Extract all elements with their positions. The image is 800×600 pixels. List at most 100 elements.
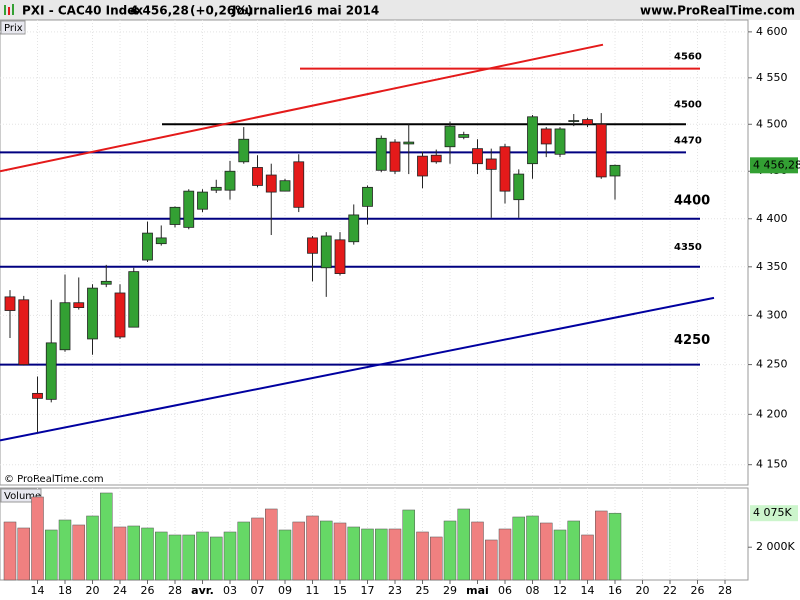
candle-body [609, 164, 621, 177]
trendline [0, 296, 715, 442]
x-tick-label: 03 [223, 584, 237, 597]
volume-bar [210, 536, 223, 581]
candle-body [293, 161, 305, 208]
volume-bar [361, 528, 374, 581]
volume-bar [113, 526, 127, 581]
level-label: 4500 [674, 99, 702, 110]
candle-body [348, 214, 360, 243]
date: 16 mai 2014 [296, 4, 379, 18]
x-tick-label: 06 [498, 584, 512, 597]
last-value-label: 4 075K [753, 506, 792, 519]
volume-bar [608, 512, 622, 581]
level-label: 4350 [674, 242, 702, 253]
candle-body [238, 138, 250, 163]
volume-bar [141, 527, 154, 581]
x-tick-label: 08 [526, 584, 540, 597]
x-tick-label: 14 [31, 584, 45, 597]
last-value-label: 4 456,28 [753, 158, 800, 171]
volume-bar [292, 521, 305, 581]
y-tick-label: 4 200 [756, 407, 788, 420]
candle-body [513, 173, 525, 201]
volume-bar [306, 515, 319, 581]
candle-body [568, 120, 580, 122]
x-tick-label: 22 [663, 584, 677, 597]
level-label: 4560 [674, 52, 702, 63]
x-tick-label: 17 [361, 584, 375, 597]
candle-body [252, 167, 263, 186]
x-tick-label: 14 [581, 584, 595, 597]
candle-body [100, 280, 112, 285]
candle-body [527, 116, 538, 165]
x-tick-label: mai [466, 584, 489, 597]
x-tick-label: 07 [251, 584, 265, 597]
site: www.ProRealTime.com [640, 4, 795, 18]
volume-bar [567, 520, 580, 581]
x-tick-label: 18 [58, 584, 72, 597]
volume-bar [45, 529, 58, 581]
candle-body [73, 302, 85, 308]
volume-bar [347, 526, 360, 581]
candle-body [430, 154, 442, 163]
volume-bar [278, 529, 292, 581]
x-tick-label: 23 [388, 584, 402, 597]
candle-body [114, 292, 126, 338]
header-icon [4, 4, 14, 15]
volume-bar [265, 508, 278, 581]
volume-bar [251, 517, 264, 581]
volume-panel [0, 487, 749, 581]
x-tick-label: 25 [416, 584, 430, 597]
icon-bar [8, 7, 10, 15]
volume-bar [196, 531, 209, 581]
volume-bar [581, 534, 594, 581]
x-tick-label: 15 [333, 584, 347, 597]
volume-bar [416, 531, 429, 581]
x-tick-label: 28 [168, 584, 182, 597]
panel-label: Volume [4, 491, 41, 502]
candle-body [485, 158, 497, 170]
candle-body [45, 342, 57, 400]
price-panel [0, 19, 749, 486]
volume-bar [86, 515, 99, 581]
y-tick-label: 4 150 [756, 458, 788, 471]
x-tick-label: 20 [86, 584, 100, 597]
change: (+0,26%) [190, 4, 253, 18]
volume-bar [223, 531, 237, 581]
candle-body [554, 128, 566, 155]
period: Journalier [231, 4, 298, 18]
x-tick-label: 24 [113, 584, 127, 597]
volume-bar [540, 522, 553, 581]
volume-bar [17, 527, 30, 581]
x-tick-label: 09 [278, 584, 292, 597]
volume-bar [58, 519, 72, 581]
volume-bar [512, 516, 525, 581]
x-tick-label: avr. [191, 584, 214, 597]
candle-body [458, 134, 470, 138]
volume-bar [333, 522, 347, 581]
volume-bar [443, 520, 457, 581]
last-value-box [750, 157, 798, 174]
candle-body [197, 191, 208, 210]
volume-bar [498, 528, 512, 581]
header-bar [0, 0, 800, 20]
candle-body [499, 146, 511, 192]
candle-body [362, 186, 373, 207]
candle-body [18, 299, 30, 365]
volume-bar [182, 534, 195, 581]
volume-bar [526, 515, 539, 581]
candle-body [265, 174, 277, 193]
level-label: 4250 [674, 333, 710, 348]
candle-body [183, 190, 195, 228]
volume-bar [320, 520, 333, 581]
candle-body [169, 206, 181, 225]
candle-body [4, 296, 16, 311]
volume-bar [430, 536, 443, 581]
volume-bar [402, 509, 415, 581]
trendline [0, 43, 604, 173]
x-tick-label: 20 [636, 584, 650, 597]
candle-body [595, 123, 607, 178]
icon-bar [4, 5, 6, 15]
y-tick-label: 4 550 [756, 71, 788, 84]
last-value-box [750, 505, 798, 522]
